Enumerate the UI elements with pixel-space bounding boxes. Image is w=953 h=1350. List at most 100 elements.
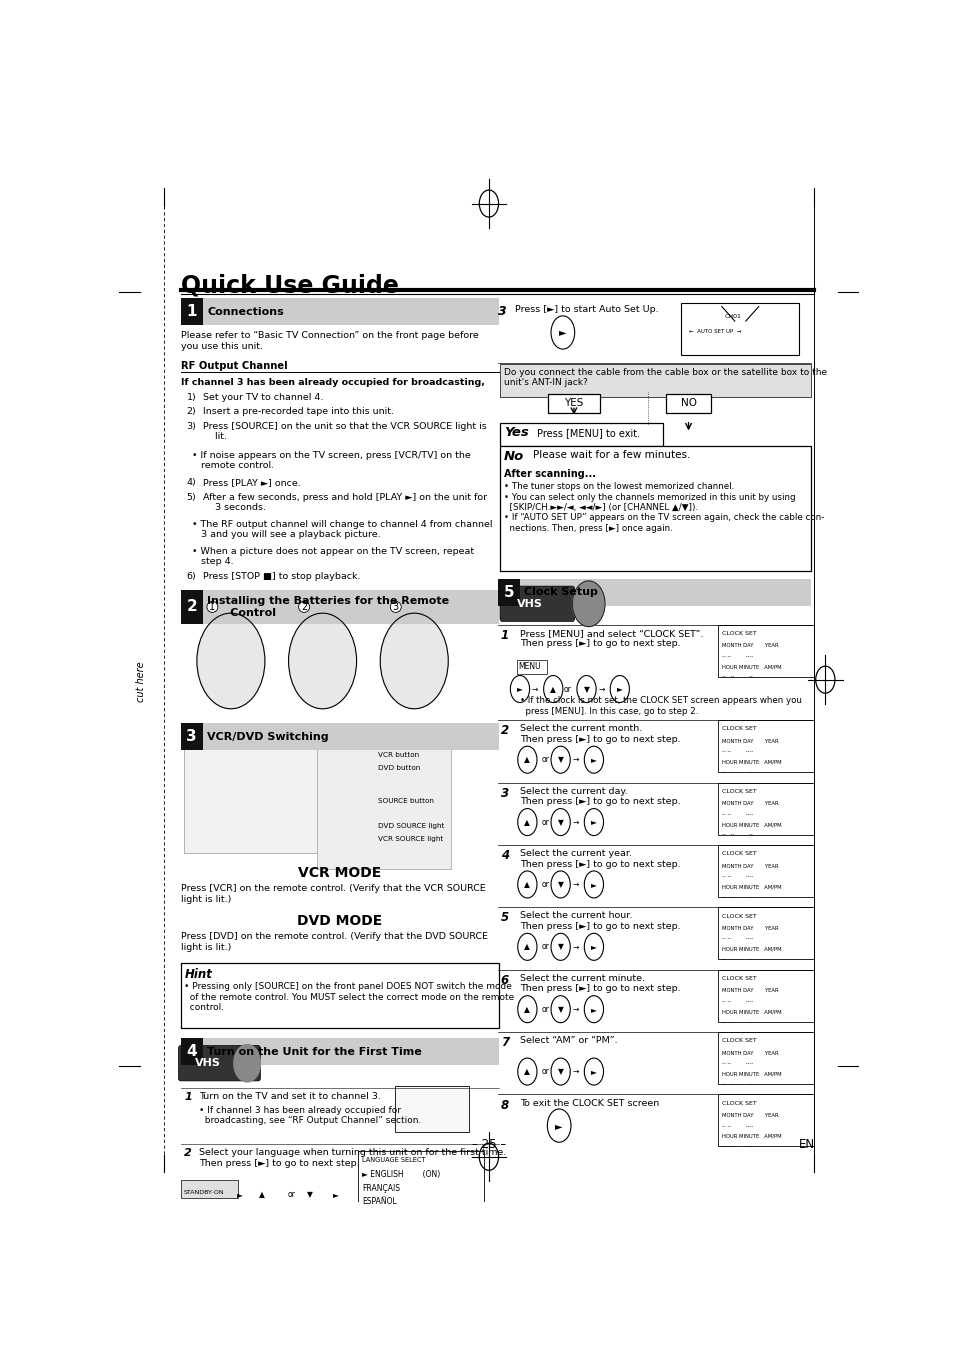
Text: 4: 4 <box>500 849 508 863</box>
FancyBboxPatch shape <box>517 660 546 675</box>
Text: -- --         ----: -- -- ---- <box>721 937 752 941</box>
Circle shape <box>551 996 570 1023</box>
Text: LANGUAGE SELECT: LANGUAGE SELECT <box>361 1157 425 1162</box>
Text: CLOCK SET: CLOCK SET <box>721 914 756 918</box>
Circle shape <box>510 675 529 702</box>
Text: Connections: Connections <box>207 306 284 317</box>
Text: Select the current day.
Then press [►] to go to next step.: Select the current day. Then press [►] t… <box>519 787 679 806</box>
Text: -- --         ----: -- -- ---- <box>721 811 752 817</box>
Text: cut here: cut here <box>136 662 146 702</box>
Text: HOUR MINUTE   AM/PM: HOUR MINUTE AM/PM <box>721 822 781 828</box>
Text: 6: 6 <box>500 973 508 987</box>
Text: Quick Use Guide: Quick Use Guide <box>180 273 398 297</box>
Circle shape <box>583 1058 603 1085</box>
Circle shape <box>583 996 603 1023</box>
Text: ► ENGLISH        (ON): ► ENGLISH (ON) <box>361 1170 439 1180</box>
Circle shape <box>583 933 603 960</box>
Text: →: → <box>598 684 604 694</box>
Text: --   --         --: -- -- -- <box>721 833 752 837</box>
FancyBboxPatch shape <box>499 446 810 571</box>
Text: CLOCK SET: CLOCK SET <box>721 1038 756 1044</box>
Circle shape <box>543 675 562 702</box>
Text: VCR MODE: VCR MODE <box>297 865 381 880</box>
Text: ►: ► <box>590 942 597 952</box>
Text: • When a picture does not appear on the TV screen, repeat
   step 4.: • When a picture does not appear on the … <box>193 547 474 566</box>
FancyBboxPatch shape <box>357 1150 483 1215</box>
Text: DVD button: DVD button <box>377 765 419 771</box>
Text: 6): 6) <box>187 571 196 580</box>
Text: ►: ► <box>590 880 597 888</box>
Text: ▼: ▼ <box>558 942 563 952</box>
FancyBboxPatch shape <box>180 724 203 751</box>
Text: --   --         --: -- -- -- <box>721 957 752 963</box>
Text: VCR/DVD Switching: VCR/DVD Switching <box>207 732 329 742</box>
Text: or: or <box>541 755 549 764</box>
Text: Press [VCR] on the remote control. (Verify that the VCR SOURCE
light is lit.): Press [VCR] on the remote control. (Veri… <box>180 884 485 904</box>
FancyBboxPatch shape <box>718 907 813 960</box>
Text: Do you connect the cable from the cable box or the satellite box to the
unit's A: Do you connect the cable from the cable … <box>503 367 826 387</box>
Circle shape <box>551 871 570 898</box>
Text: Clock Setup: Clock Setup <box>524 587 598 597</box>
Text: Please wait for a few minutes.: Please wait for a few minutes. <box>533 450 690 460</box>
Text: --   --         --: -- -- -- <box>721 895 752 900</box>
Text: HOUR MINUTE   AM/PM: HOUR MINUTE AM/PM <box>721 1072 781 1076</box>
Text: Press [STOP ■] to stop playback.: Press [STOP ■] to stop playback. <box>203 571 360 580</box>
Text: Select the current hour.
Then press [►] to go to next step.: Select the current hour. Then press [►] … <box>519 911 679 932</box>
Text: 1: 1 <box>186 304 196 319</box>
Text: 3): 3) <box>187 423 196 431</box>
Text: MENU: MENU <box>518 662 540 671</box>
Text: ►: ► <box>333 1189 338 1199</box>
Text: • Pressing only [SOURCE] on the front panel DOES NOT switch the mode
  of the re: • Pressing only [SOURCE] on the front pa… <box>184 983 514 1012</box>
FancyBboxPatch shape <box>499 363 810 397</box>
FancyBboxPatch shape <box>180 724 498 751</box>
Text: ►: ► <box>590 755 597 764</box>
Text: →: → <box>572 942 578 952</box>
Text: MONTH DAY       YEAR: MONTH DAY YEAR <box>721 864 778 868</box>
Text: Press [MENU] and select “CLOCK SET”.
Then press [►] to go to next step.: Press [MENU] and select “CLOCK SET”. The… <box>519 629 702 648</box>
Text: Yes: Yes <box>503 427 528 439</box>
Text: ←  AUTO SET UP  →: ← AUTO SET UP → <box>688 329 740 335</box>
Text: Set your TV to channel 4.: Set your TV to channel 4. <box>203 393 323 402</box>
Text: 2: 2 <box>300 602 307 612</box>
Text: →: → <box>572 818 578 826</box>
Text: -- --         ----: -- -- ---- <box>721 873 752 879</box>
Text: CLOCK SET: CLOCK SET <box>721 976 756 981</box>
Text: CLOCK SET: CLOCK SET <box>721 852 756 856</box>
Text: 8: 8 <box>500 1099 508 1111</box>
Circle shape <box>551 316 574 350</box>
Circle shape <box>288 613 356 709</box>
Text: Installing the Batteries for the Remote
      Control: Installing the Batteries for the Remote … <box>207 597 449 618</box>
Text: 3: 3 <box>497 305 506 319</box>
Text: • If the clock is not set, the CLOCK SET screen appears when you
  press [MENU].: • If the clock is not set, the CLOCK SET… <box>519 697 801 716</box>
Text: HOUR MINUTE   AM/PM: HOUR MINUTE AM/PM <box>721 946 781 952</box>
Text: Press [DVD] on the remote control. (Verify that the DVD SOURCE
light is lit.): Press [DVD] on the remote control. (Veri… <box>180 933 487 952</box>
FancyBboxPatch shape <box>718 783 813 834</box>
Text: MONTH DAY       YEAR: MONTH DAY YEAR <box>721 1114 778 1118</box>
Text: -- --         ----: -- -- ---- <box>721 1123 752 1129</box>
Text: CH01: CH01 <box>723 313 740 319</box>
Text: Select the current month.
Then press [►] to go to next step.: Select the current month. Then press [►]… <box>519 725 679 744</box>
Text: 1: 1 <box>184 1092 192 1103</box>
Circle shape <box>551 809 570 836</box>
Text: ▼: ▼ <box>307 1189 313 1199</box>
Text: RF Output Channel: RF Output Channel <box>180 360 287 370</box>
FancyBboxPatch shape <box>178 1046 260 1081</box>
FancyBboxPatch shape <box>718 1095 813 1146</box>
Text: 1: 1 <box>209 602 215 612</box>
Text: 7: 7 <box>500 1037 508 1049</box>
Text: --   --         --: -- -- -- <box>721 769 752 775</box>
Text: --   --         --: -- -- -- <box>721 675 752 679</box>
Text: Press [MENU] to exit.: Press [MENU] to exit. <box>537 428 639 439</box>
FancyBboxPatch shape <box>180 1038 498 1065</box>
FancyBboxPatch shape <box>497 579 810 606</box>
Circle shape <box>610 675 629 702</box>
Text: VHS: VHS <box>517 599 542 609</box>
Text: 2: 2 <box>184 1149 192 1158</box>
Text: ▲: ▲ <box>524 755 530 764</box>
FancyBboxPatch shape <box>718 845 813 896</box>
Text: or: or <box>541 1004 549 1014</box>
Text: -- --         ----: -- -- ---- <box>721 1061 752 1067</box>
Circle shape <box>583 809 603 836</box>
Text: To exit the CLOCK SET screen: To exit the CLOCK SET screen <box>519 1099 659 1107</box>
Text: 4): 4) <box>187 478 196 487</box>
